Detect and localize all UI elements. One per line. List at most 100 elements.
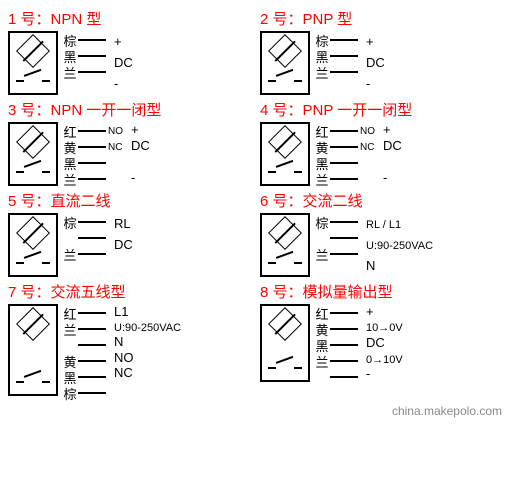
wire-line [78,39,106,41]
wire-row: 黄 [314,322,358,336]
wire-row: 黑 [62,156,123,170]
wire-row [62,338,106,352]
wire-line [330,253,358,255]
terminal-label: - [383,170,387,185]
wire-color-label: 兰 [62,63,78,82]
wire-line [78,312,106,314]
sensor-symbol [260,304,310,382]
wire-row: 棕 [314,215,358,229]
wire-color-label: 棕 [314,213,330,232]
wire-row: 棕 [62,33,106,47]
cell-number: 1 号： [8,11,51,28]
terminal-labels: +10→0VDC0→10V- [366,304,403,382]
cell-type-name: PNP 型 [303,11,353,28]
wire-line [78,344,106,346]
terminal-label: + [366,34,374,49]
wire-line [78,328,106,330]
diagram-grid: 1 号：NPN 型棕黑兰+DC-2 号：PNP 型棕黑兰+DC-3 号：NPN … [8,8,502,400]
wire-line [330,71,358,73]
terminal-label: + [131,122,139,137]
terminal-label: DC [114,55,133,70]
wire-color-label: 兰 [314,245,330,264]
terminal-label: - [114,76,118,91]
wire-row: 棕 [62,215,106,229]
wire-row: 黄 [62,354,106,368]
wire-row [314,370,358,384]
wire-note: NO [108,126,123,137]
wire-list: 棕黑兰 [62,31,106,79]
wire-list: 棕兰 [62,213,106,261]
wire-row: 兰 [62,65,106,79]
sensor-symbol [8,122,58,186]
wire-row: 兰 [62,247,106,261]
wire-line [330,344,358,346]
wire-line [78,162,106,164]
wire-row: 兰 [314,247,358,261]
switch-symbol [16,374,50,388]
switch-symbol [268,255,302,269]
terminal-label: DC [366,55,385,70]
sensor-symbol [260,122,310,186]
wire-row: 兰 [62,322,106,336]
diamond-icon [16,216,50,250]
wire-color-label: 棕 [62,384,78,403]
terminal-label: U:90-250VAC [114,322,181,334]
sensor-symbol [8,304,58,396]
wire-row: 黑 [62,370,106,384]
wire-line [330,360,358,362]
cell-type-name: PNP 一开一闭型 [303,102,413,119]
cell-number: 5 号： [8,193,51,210]
diamond-icon [268,216,302,250]
wire-row: 兰 [62,172,123,186]
diamond-icon [268,125,302,159]
wire-line [330,130,358,132]
wire-line [330,328,358,330]
wire-line [330,221,358,223]
wire-row: 黄NC [62,140,123,154]
cell-number: 4 号： [260,102,303,119]
wire-line [330,146,358,148]
diagram-cell-2: 2 号：PNP 型棕黑兰+DC- [260,8,502,95]
wire-line [78,55,106,57]
wire-color-label: 兰 [62,245,78,264]
diagram-cell-4: 4 号：PNP 一开一闭型红NO黄NC黑兰+DC- [260,99,502,186]
switch-symbol [16,73,50,87]
wire-row: 红NO [62,124,123,138]
wire-row: 黑 [314,156,375,170]
terminal-label: - [366,76,370,91]
terminal-label: + [383,122,391,137]
cell-type-name: NPN 型 [51,11,102,28]
wire-list: 红NO黄NC黑兰 [314,122,375,186]
wire-line [78,146,106,148]
terminal-labels: +DC- [131,122,150,186]
terminal-label: + [114,34,122,49]
wire-list: 红黄黑兰 [314,304,358,384]
diagram-cell-1: 1 号：NPN 型棕黑兰 + DC - [8,8,250,95]
wire-line [78,221,106,223]
wire-list: 棕黑兰 [314,31,358,79]
diagram-cell-3: 3 号：NPN 一开一闭型红NO黄NC黑兰+DC- [8,99,250,186]
wire-note: NC [360,142,374,153]
diamond-icon [268,34,302,68]
wire-row [62,231,106,245]
sensor-symbol [260,31,310,95]
wire-line [330,162,358,164]
diamond-icon [16,307,50,341]
watermark: china.makepolo.com [8,404,502,418]
wire-line [78,253,106,255]
sensor-symbol [8,213,58,277]
diamond-icon [16,125,50,159]
diagram-cell-6: 6 号：交流二线棕兰RL / L1U:90-250VACN [260,190,502,277]
terminal-label: NO [114,350,134,365]
cell-number: 3 号： [8,102,51,119]
terminal-labels: + DC - [114,31,133,95]
terminal-label: 0→10V [366,354,403,366]
terminal-label: DC [131,138,150,153]
diagram-cell-7: 7 号：交流五线型红兰黄黑棕L1U:90-250VACNNONC [8,281,250,400]
wire-row [314,231,358,245]
cell-type-name: 直流二线 [51,193,111,210]
wire-color-label: 兰 [62,320,78,339]
wire-line [78,178,106,180]
switch-symbol [268,164,302,178]
wire-line [78,71,106,73]
